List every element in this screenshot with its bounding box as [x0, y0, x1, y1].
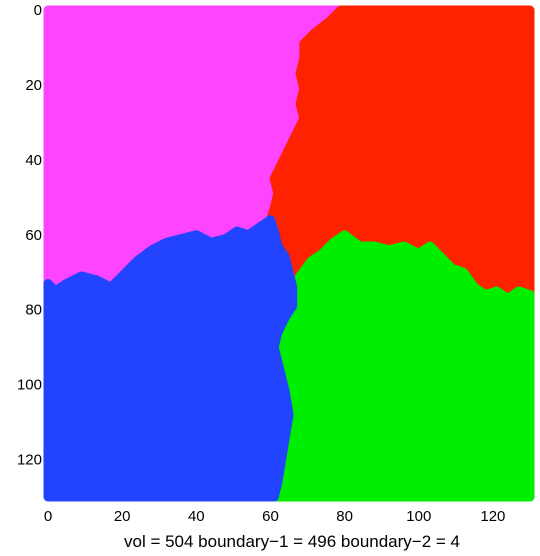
x-axis-caption: vol = 504 boundary−1 = 496 boundary−2 = …	[124, 532, 460, 551]
regions-layer	[43, 5, 535, 502]
y-tick-label: 0	[34, 2, 42, 19]
x-tick-label: 60	[262, 508, 279, 525]
y-tick-label: 60	[25, 227, 42, 244]
x-tick-label: 100	[406, 508, 431, 525]
y-tick-label: 20	[25, 77, 42, 94]
y-tick-label: 100	[17, 377, 42, 394]
x-tick-label: 120	[480, 508, 505, 525]
x-tick-label: 40	[188, 508, 205, 525]
x-tick-label: 80	[336, 508, 353, 525]
x-tick-label: 0	[44, 508, 52, 525]
y-tick-label: 40	[25, 152, 42, 169]
x-tick-label: 20	[114, 508, 131, 525]
region-blue	[43, 215, 298, 502]
y-axis-ticks: 0 20 40 60 80 100 120	[17, 2, 42, 469]
x-axis-ticks: 0 20 40 60 80 100 120	[44, 508, 506, 525]
y-tick-label: 80	[25, 302, 42, 319]
y-tick-label: 120	[17, 452, 42, 469]
